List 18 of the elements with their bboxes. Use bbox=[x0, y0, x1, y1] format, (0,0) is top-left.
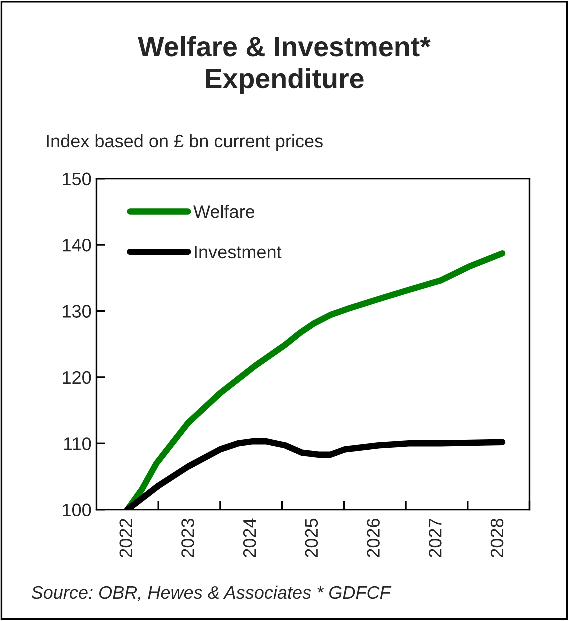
x-tick-label: 2023 bbox=[182, 518, 194, 558]
legend-label: Welfare bbox=[194, 205, 255, 218]
source-note: Source: OBR, Hewes & Associates * GDFCF bbox=[32, 586, 392, 602]
legend-label: Investment bbox=[195, 246, 282, 259]
y-tick-label: 140 bbox=[63, 238, 92, 252]
y-tick-label: 120 bbox=[63, 371, 92, 384]
x-tick-label: 2027 bbox=[429, 519, 442, 558]
x-tick-label: 2026 bbox=[367, 518, 380, 558]
y-tick-label: 100 bbox=[63, 504, 92, 517]
y-tick-label: 150 bbox=[63, 172, 92, 186]
chart-title: Welfare & Investment* Expenditure bbox=[138, 36, 431, 94]
x-tick-label: 2028 bbox=[490, 518, 504, 558]
y-tick-label: 110 bbox=[64, 438, 92, 450]
y-axis-title: Index based on £ bn current prices bbox=[47, 134, 323, 152]
y-tick-label: 130 bbox=[63, 305, 92, 318]
x-tick-label: 2025 bbox=[305, 518, 318, 558]
x-tick-label: 2022 bbox=[120, 519, 133, 558]
x-tick-label: 2024 bbox=[243, 518, 256, 558]
